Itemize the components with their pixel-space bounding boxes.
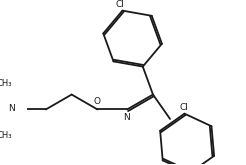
Text: CH₃: CH₃: [0, 131, 12, 140]
Text: Cl: Cl: [180, 103, 188, 112]
Text: CH₃: CH₃: [0, 79, 12, 88]
Text: N: N: [8, 104, 15, 113]
Text: O: O: [94, 97, 101, 106]
Text: N: N: [123, 113, 130, 122]
Text: Cl: Cl: [116, 0, 125, 9]
